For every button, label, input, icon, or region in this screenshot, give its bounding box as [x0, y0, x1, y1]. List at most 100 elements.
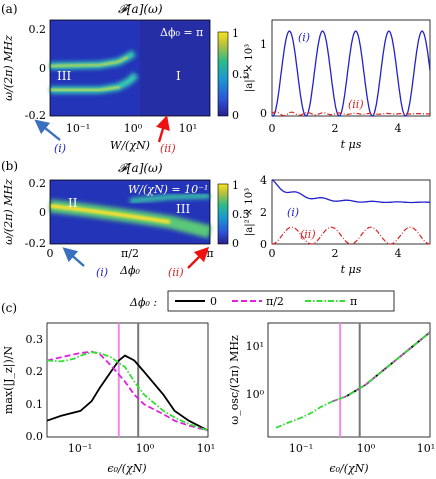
map-b-region-III: III [176, 202, 190, 216]
timeseries-b-series-i [271, 179, 430, 204]
chart-c-left-series-0 [46, 354, 209, 432]
chart-c-right-ytick-1: 10⁰ [246, 388, 265, 401]
legend-label-0: 0 [210, 295, 217, 308]
map-a-xtick-1: 10⁰ [124, 122, 143, 135]
map-a-arrow-i [34, 119, 61, 141]
colorbar-a-tick-1: 1 [232, 27, 239, 40]
colorbar-b-tick-0: 0 [232, 237, 239, 250]
timeseries-a: (i) (ii) 0 1 |a|² × 10³ 0 2 4 t μs [244, 19, 431, 151]
chart-c-left-xlabel: ϵ₀/(χN) [107, 462, 146, 475]
colorbar-b-tick-0.5: 0.5 [232, 208, 250, 221]
map-b-arrow-i [62, 247, 85, 267]
heatmap-b-main-core [49, 204, 171, 224]
map-b-w-label: W/(χN) = 10⁻¹ [128, 183, 208, 196]
timeseries-b-ytick-4: 4 [260, 174, 267, 187]
map-b-ytick-0: 0 [39, 206, 46, 219]
chart-c-left-ytick-3: 0.3 [26, 333, 44, 346]
panel-label-a: (a) [1, 2, 18, 16]
timeseries-b-ylabel: |a|² × 10³ [244, 188, 255, 236]
map-a-region-III: III [57, 69, 71, 83]
timeseries-a-ylabel: |a|² × 10³ [244, 44, 255, 92]
map-b-xtick-pi: π [206, 247, 213, 260]
timeseries-a-series-ii [271, 111, 430, 117]
timeseries-a-label-i: (i) [298, 31, 310, 44]
chart-c-left-ytick-2: 0.2 [26, 365, 44, 378]
timeseries-a-xtick-4: 4 [395, 122, 402, 135]
map-b-title: 𝓕[a](ω) [118, 161, 163, 175]
timeseries-b-xtick-2: 2 [332, 247, 339, 260]
timeseries-b-xlabel: t μs [341, 263, 362, 276]
legend-box [167, 290, 395, 312]
map-a-marker-i: (i) [54, 142, 66, 155]
timeseries-b-xtick-0: 0 [269, 247, 276, 260]
chart-c-right-ylabel: ω_osc/(2π) MHz [228, 335, 241, 425]
heatmap-a-axes: 0.2 0 -0.2 ω/(2π) MHz 10⁻¹ 10⁰ 10¹ W/(χN… [2, 23, 197, 155]
chart-c-right: 10⁰ 10¹ ω_osc/(2π) MHz 10⁻¹ 10⁰ 10¹ ϵ₀/(… [228, 322, 435, 475]
map-a-ylabel: ω/(2π) MHz [2, 35, 15, 101]
colorbar-a-tick-0: 0 [232, 109, 239, 122]
map-b-ytick-neg0.2: -0.2 [25, 237, 46, 250]
timeseries-b-label-ii: (ii) [300, 228, 316, 241]
panel-label-b: (b) [1, 159, 18, 173]
heatmap-a-right-region [140, 20, 210, 116]
timeseries-b-ytick-2: 2 [260, 206, 267, 219]
chart-c-left-xtick-0.1: 10⁻¹ [68, 442, 92, 455]
timeseries-b: (i) (ii) 0 2 4 |a|² × 10³ 0 2 4 t μs [244, 174, 431, 276]
heatmap-b-frame [49, 179, 211, 245]
map-b-arrow-ii [187, 246, 210, 269]
chart-c-left-series-pi2 [46, 350, 209, 432]
chart-c-right-xlabel: ϵ₀/(χN) [329, 462, 368, 475]
chart-c-left-ytick-0: 0.0 [26, 430, 44, 443]
chart-c-left-ytick-1: 0.1 [26, 398, 44, 411]
colorbar-a-gradient [217, 31, 229, 117]
heatmap-a-upper-core [49, 56, 129, 67]
chart-c-left-frame [46, 322, 209, 438]
map-a-xtick-0.1: 10⁻¹ [66, 122, 90, 135]
legend-title: Δϕ₀ : [129, 296, 157, 309]
chart-c-left-series-pi [46, 351, 209, 432]
chart-c-right-series-pi [275, 331, 431, 429]
map-b-marker-i: (i) [96, 266, 108, 279]
timeseries-a-xtick-2: 2 [332, 122, 339, 135]
colorbar-b-tick-1: 1 [232, 179, 239, 192]
map-a-region-I: I [176, 69, 181, 83]
map-b-ylabel: ω/(2π) MHz [2, 179, 15, 245]
map-a-ytick-0: 0 [39, 62, 46, 75]
legend: Δϕ₀ : 0 π/2 π [129, 290, 395, 312]
chart-c-left-ylabel: max(|J_z|)/N [2, 346, 16, 415]
map-a-xtick-10: 10¹ [179, 122, 197, 135]
chart-c-right-xtick-0.1: 10⁻¹ [289, 442, 313, 455]
map-b-ytick-0.2: 0.2 [29, 177, 47, 190]
map-b-region-II: II [68, 196, 78, 210]
map-a-xlabel: W/(χN) [110, 139, 150, 152]
chart-c-left-xtick-1: 10⁰ [136, 442, 155, 455]
timeseries-a-ytick-1: 1 [260, 38, 267, 51]
legend-label-pi: π [350, 295, 357, 308]
timeseries-a-xtick-0: 0 [269, 122, 276, 135]
heatmap-a-frame [49, 19, 211, 117]
chart-c-right-ytick-10: 10¹ [246, 340, 264, 353]
chart-c-right-series-pi2 [331, 331, 431, 403]
map-b-xlabel: Δϕ₀ [119, 264, 140, 277]
colorbar-a-tick-0.5: 0.5 [232, 68, 250, 81]
map-a-ytick-0.2: 0.2 [29, 23, 47, 36]
map-a-ytick-neg0.2: -0.2 [25, 109, 46, 122]
timeseries-b-label-i: (i) [287, 206, 299, 219]
chart-c-left: 0.0 0.1 0.2 0.3 max(|J_z|)/N 10⁻¹ 10⁰ 10… [2, 322, 215, 475]
chart-c-left-xtick-10: 10¹ [197, 442, 215, 455]
map-a-dphi-label: Δϕ₀ = π [160, 26, 203, 39]
timeseries-b-xtick-4: 4 [395, 247, 402, 260]
heatmap-b-upper-band [129, 193, 211, 204]
colorbar-b: 1 0.5 0 [217, 179, 250, 250]
colorbar-b-gradient [217, 183, 229, 245]
chart-c-right-xtick-1: 10⁰ [357, 442, 376, 455]
heatmap-a-lower-core [50, 86, 121, 91]
map-b-marker-ii: (ii) [168, 266, 184, 279]
heatmap-b: W/(χN) = 10⁻¹ II III [49, 179, 212, 245]
map-a-arrow-ii [156, 115, 170, 143]
chart-c-right-frame [267, 322, 431, 438]
timeseries-a-label-ii: (ii) [348, 98, 364, 111]
timeseries-b-series-ii [272, 226, 430, 245]
legend-label-pi2: π/2 [266, 295, 284, 308]
